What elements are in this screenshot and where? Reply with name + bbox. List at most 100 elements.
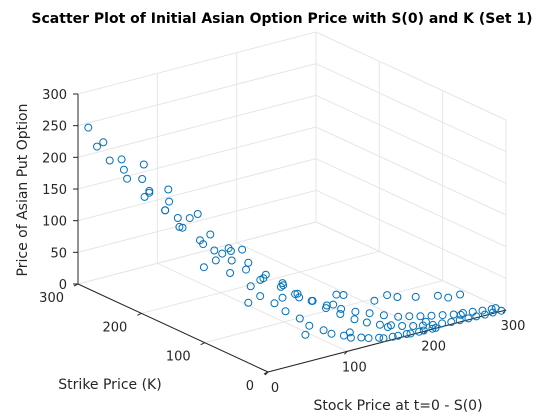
data-point (455, 316, 464, 325)
data-point (276, 282, 285, 291)
data-point (105, 156, 114, 165)
y-tick-label: 100 (166, 350, 191, 365)
z-tick-label: 0 (59, 278, 67, 293)
data-point (350, 315, 359, 324)
back-grid-line (77, 94, 317, 158)
floor-grid-line (157, 262, 348, 352)
data-point (84, 123, 93, 132)
back-grid-line (77, 189, 317, 253)
side-grid-line (315, 221, 507, 311)
side-grid-line (315, 63, 507, 153)
data-point (478, 306, 487, 315)
data-point (295, 314, 304, 323)
data-point (327, 329, 336, 338)
data-point (145, 186, 154, 195)
data-point (388, 332, 397, 341)
x-tick-mark (423, 330, 428, 335)
data-point (402, 330, 411, 338)
data-point (224, 244, 233, 253)
data-point (218, 249, 227, 258)
data-point (379, 334, 388, 343)
data-point (117, 155, 126, 164)
data-point (375, 320, 384, 329)
x-axis-line (267, 309, 507, 373)
data-point (416, 312, 425, 321)
x-axis-label: Stock Price at t=0 - S(0) (313, 398, 482, 414)
data-point (421, 317, 430, 326)
data-point (433, 291, 442, 300)
data-point (93, 142, 101, 151)
data-point (375, 333, 384, 342)
data-point (175, 222, 184, 231)
data-point (165, 197, 174, 206)
data-point (456, 290, 465, 299)
y-axis-label: Strike Price (K) (58, 377, 161, 393)
data-point (337, 304, 346, 313)
data-point (339, 291, 348, 299)
z-tick-label: 150 (42, 183, 67, 198)
data-point (411, 292, 420, 301)
y-tick-label: 0 (246, 379, 254, 394)
z-tick-label: 200 (42, 151, 67, 166)
data-point (383, 323, 392, 331)
data-point (447, 318, 456, 326)
y-tick-mark (137, 312, 142, 316)
data-point (244, 258, 253, 267)
data-point (119, 165, 128, 174)
data-point (211, 256, 220, 265)
data-point (339, 331, 348, 340)
x-tick-mark (343, 350, 348, 355)
back-grid-line (77, 158, 317, 222)
data-point (472, 312, 481, 321)
data-point (458, 309, 467, 317)
data-point (409, 322, 418, 330)
data-point (256, 292, 265, 301)
data-point (480, 310, 489, 319)
floor-grid-line (236, 242, 427, 332)
z-tick-label: 100 (42, 215, 67, 230)
data-point (138, 175, 147, 183)
data-point (428, 324, 437, 333)
data-point (488, 308, 497, 317)
data-point (227, 256, 236, 265)
y-tick-label: 300 (39, 291, 64, 306)
x-tick-label: 300 (501, 319, 526, 334)
side-grid-line (315, 158, 507, 248)
data-point (206, 230, 215, 239)
data-point (427, 311, 436, 320)
data-point (178, 223, 187, 232)
data-point (393, 293, 402, 301)
data-point (270, 299, 279, 308)
data-point (357, 333, 366, 342)
data-point (123, 174, 132, 183)
axis-layer (73, 93, 507, 376)
data-point (164, 185, 173, 194)
data-point (346, 333, 355, 342)
data-point (281, 307, 290, 316)
data-point (256, 275, 265, 284)
data-point (491, 304, 500, 313)
data-point (305, 321, 314, 330)
data-point (161, 206, 170, 215)
data-point (301, 330, 310, 339)
data-point (405, 312, 414, 321)
data-point (226, 247, 235, 255)
back-grid-line (77, 63, 317, 127)
data-point (345, 328, 354, 337)
data-point (365, 309, 374, 318)
data-point (244, 298, 253, 307)
data-point (351, 307, 360, 316)
data-point (329, 300, 338, 309)
data-point (364, 334, 373, 343)
data-point (278, 293, 287, 302)
data-point (398, 322, 407, 330)
data-point (379, 311, 388, 320)
grid-layer (77, 31, 507, 373)
back-grid-line (77, 31, 317, 95)
side-grid-line (315, 189, 507, 279)
side-grid-line (315, 126, 507, 216)
data-point (415, 327, 424, 336)
y-tick-mark (263, 371, 269, 375)
data-point (322, 301, 331, 310)
